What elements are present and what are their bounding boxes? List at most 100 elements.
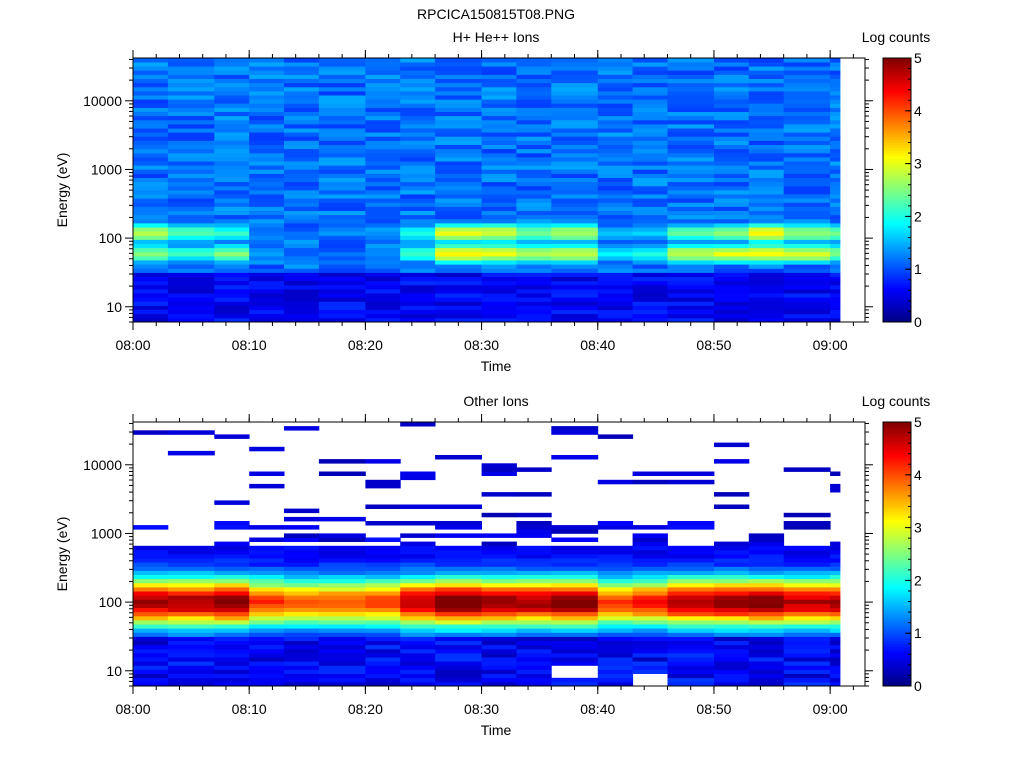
heatmap-cell: [481, 223, 517, 228]
heatmap-cell: [551, 297, 599, 302]
heatmap-cell: [714, 293, 750, 298]
heatmap-cell: [435, 554, 482, 559]
heatmap-cell: [516, 661, 552, 666]
heatmap-cell: [597, 525, 634, 530]
heatmap-cell: [783, 103, 831, 108]
heatmap-cell: [667, 58, 715, 63]
colorbar-segment: [883, 263, 911, 268]
colorbar-segment: [883, 279, 911, 283]
heatmap-cell: [318, 223, 366, 228]
heatmap-cell: [748, 185, 785, 191]
heatmap-cell: [632, 541, 668, 547]
heatmap-cell: [667, 165, 715, 170]
heatmap-cell: [597, 210, 634, 216]
heatmap-cell: [516, 272, 552, 277]
heatmap-cell: [597, 562, 634, 567]
heatmap-cell: [714, 673, 750, 679]
heatmap-cell: [748, 161, 785, 166]
heatmap-cell: [214, 595, 250, 600]
colorbar-segment: [883, 638, 911, 642]
colorbar-segment: [883, 548, 911, 552]
heatmap-cell: [748, 615, 785, 621]
heatmap-cell: [214, 632, 250, 637]
heatmap-cell: [714, 210, 750, 216]
heatmap-cell: [249, 128, 285, 133]
heatmap-cell: [667, 218, 715, 224]
heatmap-cell: [365, 661, 401, 666]
heatmap-cell: [400, 636, 436, 641]
heatmap-cell: [435, 648, 482, 654]
colorbar-segment: [883, 635, 911, 639]
heatmap-cell: [167, 620, 215, 625]
heatmap-cell: [318, 537, 366, 542]
heatmap-cell: [748, 194, 785, 199]
heatmap-cell: [214, 317, 250, 323]
heatmap-cell: [714, 58, 750, 63]
heatmap-cell: [481, 289, 517, 294]
x-tick-label: 08:30: [464, 701, 499, 717]
heatmap-cell: [481, 653, 517, 658]
heatmap-cell: [632, 578, 668, 584]
colorbar-tick-label: 5: [914, 50, 922, 66]
heatmap-cell: [748, 132, 785, 137]
heatmap-cell: [516, 78, 552, 84]
colorbar-segment: [883, 493, 911, 497]
heatmap-cell: [365, 293, 401, 298]
heatmap-cell: [435, 653, 482, 658]
heatmap-cell: [551, 632, 599, 637]
heatmap-cell: [551, 66, 599, 71]
heatmap-cell: [249, 227, 285, 232]
heatmap-cell: [249, 148, 285, 154]
heatmap-cell: [667, 194, 715, 199]
heatmap-cell: [365, 653, 401, 658]
heatmap-cell: [830, 545, 841, 551]
heatmap-cell: [516, 264, 552, 269]
heatmap-cell: [365, 297, 401, 302]
heatmap-cell: [748, 591, 785, 596]
heatmap-cell: [167, 280, 215, 286]
heatmap-cell: [516, 185, 552, 191]
heatmap-cell: [318, 239, 366, 244]
heatmap-cell: [481, 227, 517, 232]
heatmap-cell: [365, 239, 401, 244]
heatmap-cell: [516, 566, 552, 571]
heatmap-cell: [481, 648, 517, 654]
heatmap-cell: [435, 99, 482, 104]
heatmap-cell: [365, 549, 401, 555]
heatmap-cell: [481, 218, 517, 224]
heatmap-cell: [400, 280, 436, 286]
colorbar-segment: [883, 124, 911, 128]
heatmap-cell: [284, 578, 320, 584]
heatmap-cell: [249, 595, 285, 600]
heatmap-cell: [597, 624, 634, 629]
heatmap-cell: [748, 231, 785, 236]
colorbar-segment: [883, 490, 911, 494]
heatmap-cell: [214, 243, 250, 249]
heatmap-cell: [365, 599, 401, 604]
heatmap-cell: [748, 144, 785, 150]
colorbar-segment: [883, 290, 911, 294]
heatmap-cell: [167, 640, 215, 646]
heatmap-cell: [714, 504, 750, 509]
heatmap-cell: [516, 198, 552, 203]
heatmap-cell: [551, 644, 599, 650]
heatmap-cell: [714, 615, 750, 621]
heatmap-cell: [133, 136, 169, 141]
heatmap-cell: [133, 599, 169, 604]
heatmap-cell: [714, 301, 750, 306]
heatmap-cell: [551, 640, 599, 646]
heatmap-cell: [318, 566, 366, 571]
heatmap-cell: [783, 607, 831, 613]
heatmap-cell: [667, 148, 715, 154]
heatmap-cell: [667, 198, 715, 203]
heatmap-cell: [597, 247, 634, 253]
heatmap-cell: [214, 525, 250, 530]
heatmap-cell: [133, 657, 169, 662]
heatmap-cell: [481, 115, 517, 121]
heatmap-cell: [830, 70, 841, 75]
heatmap-cell: [365, 124, 401, 129]
heatmap-cell: [133, 144, 169, 150]
heatmap-cell: [667, 681, 715, 687]
heatmap-cell: [632, 181, 668, 187]
heatmap-cell: [133, 562, 169, 567]
